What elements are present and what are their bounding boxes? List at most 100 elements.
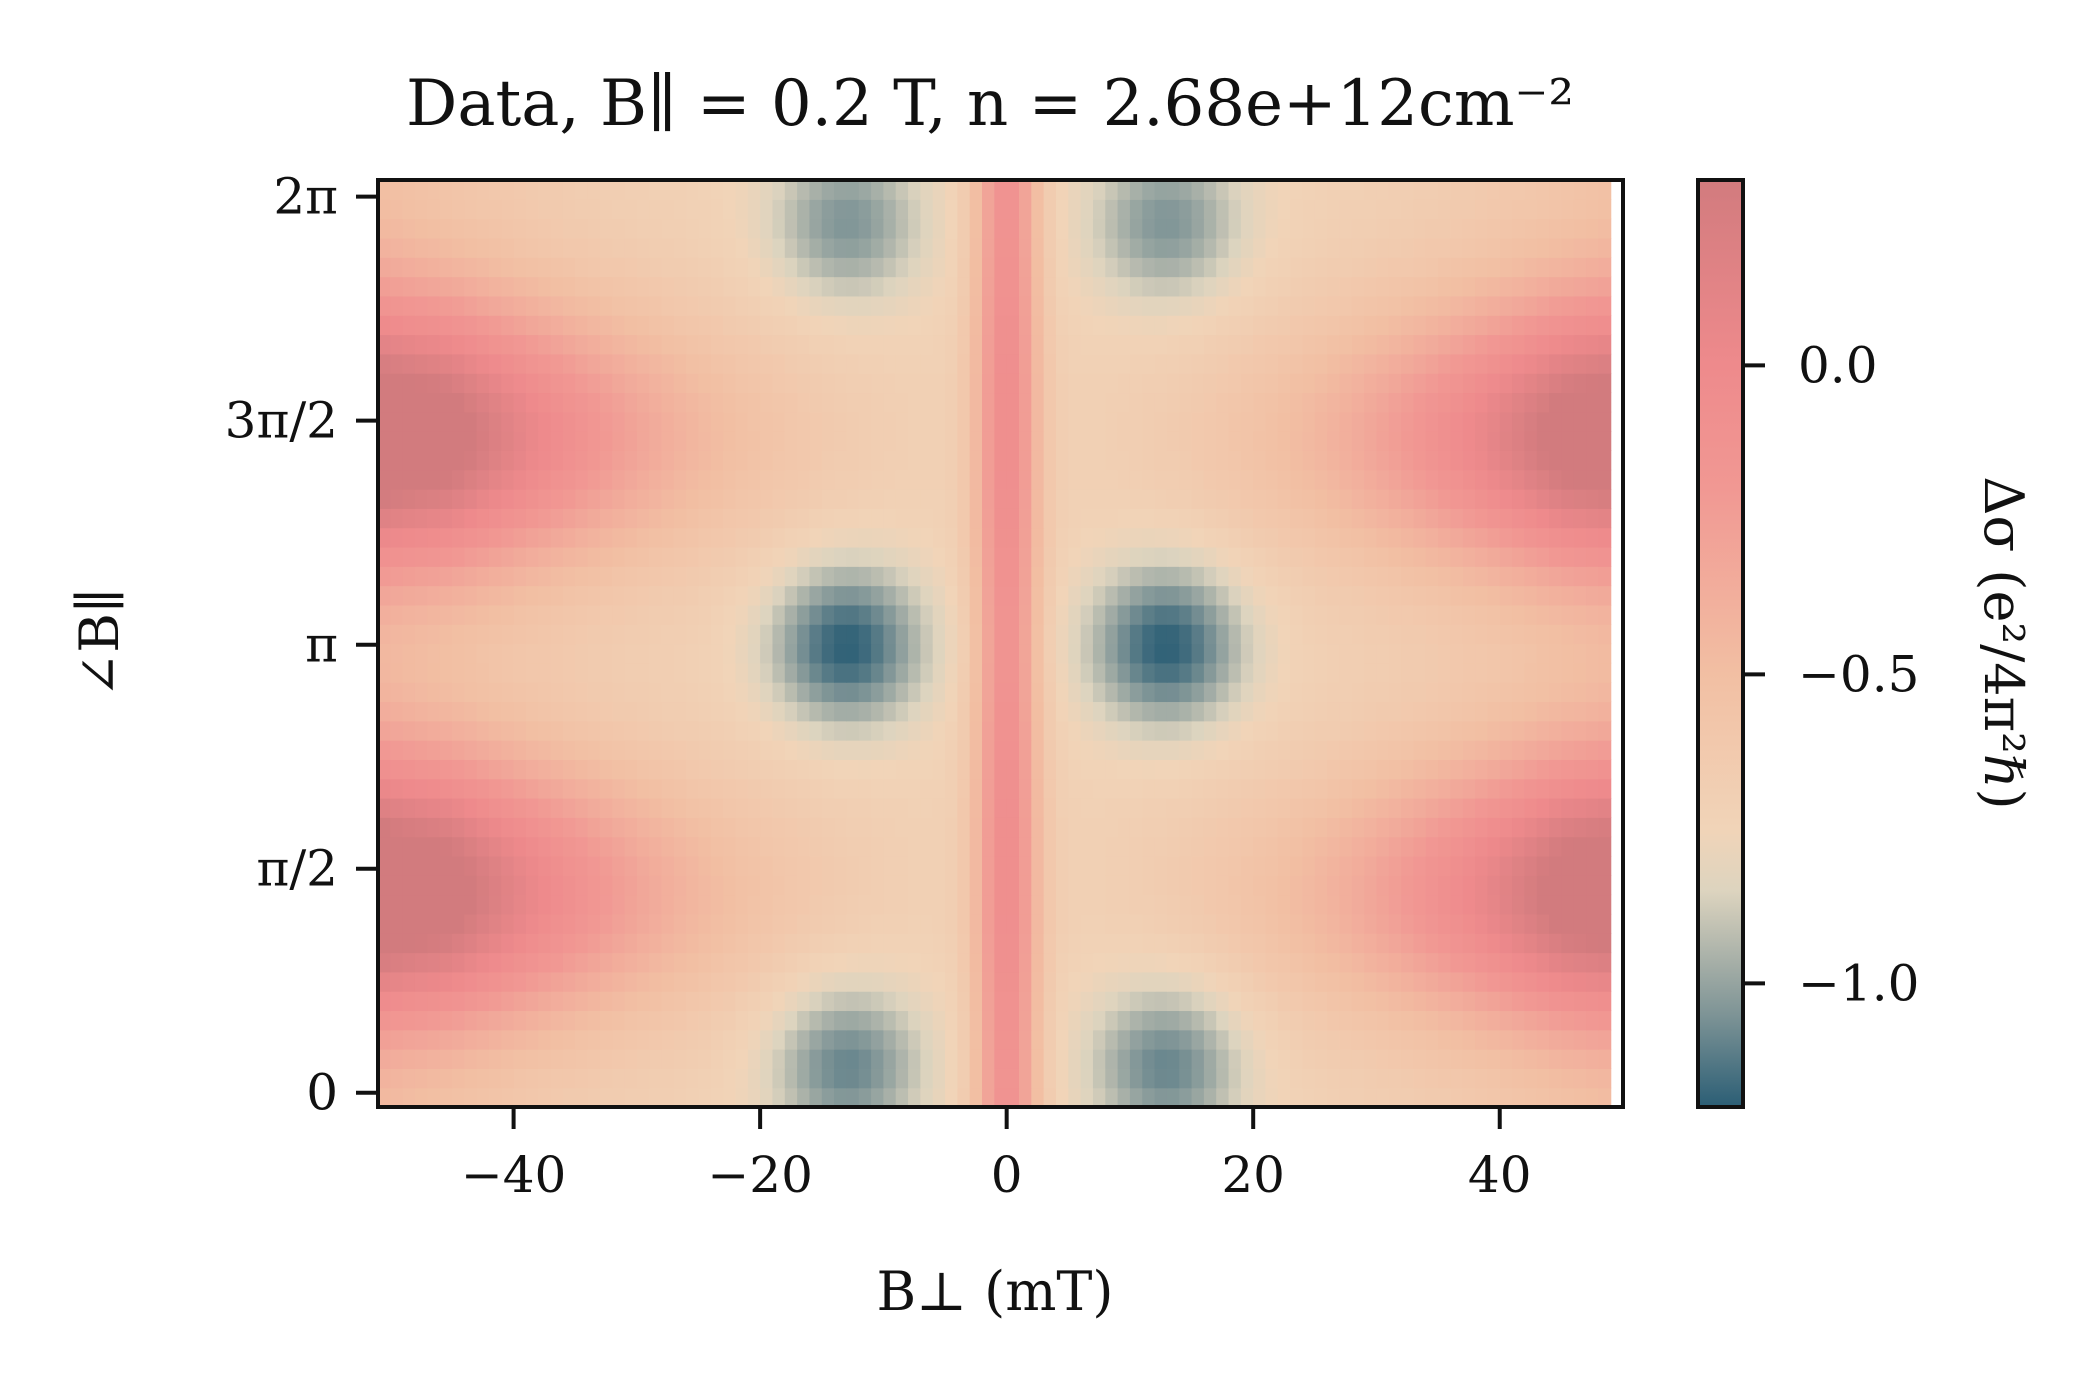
heatmap-cell [1043, 373, 1057, 394]
heatmap-cell [673, 798, 687, 818]
heatmap-cell [994, 682, 1008, 703]
heatmap-cell [1179, 527, 1193, 548]
heatmap-cell [1055, 894, 1069, 915]
heatmap-cell [476, 701, 490, 722]
heatmap-cell [784, 199, 798, 220]
heatmap-cell [1351, 411, 1365, 432]
heatmap-cell [994, 295, 1008, 316]
heatmap-cell [1487, 257, 1501, 278]
heatmap-cell [538, 817, 552, 838]
heatmap-cell [686, 295, 700, 316]
heatmap-cell [1068, 720, 1082, 741]
heatmap-cell [1536, 508, 1550, 529]
heatmap-cell [513, 431, 527, 451]
heatmap-cell [476, 662, 490, 683]
heatmap-cell [846, 180, 860, 200]
heatmap-cell [1240, 489, 1254, 509]
heatmap-cell [1524, 1029, 1538, 1050]
heatmap-cell [525, 334, 539, 355]
heatmap-cell [932, 450, 946, 471]
heatmap-cell [1043, 855, 1057, 876]
heatmap-cell [1561, 585, 1575, 606]
heatmap-cell [1351, 991, 1365, 1012]
heatmap-cell [1018, 836, 1032, 857]
heatmap-cell [747, 527, 761, 548]
heatmap-cell [1598, 334, 1612, 355]
heatmap-cell [1413, 392, 1427, 413]
heatmap-cell [476, 798, 490, 818]
heatmap-cell [1228, 894, 1242, 915]
heatmap-cell [1549, 353, 1562, 374]
heatmap-cell [624, 991, 638, 1012]
heatmap-cell [698, 817, 712, 838]
heatmap-cell [1573, 1049, 1587, 1069]
heatmap-cell [1105, 546, 1119, 567]
heatmap-cell [1376, 759, 1390, 780]
heatmap-cell [599, 276, 613, 297]
heatmap-cell [427, 682, 441, 703]
heatmap-cell [575, 431, 589, 451]
heatmap-cell [599, 933, 613, 954]
heatmap-cell [698, 701, 712, 722]
heatmap-cell [723, 392, 737, 413]
heatmap-cell [1290, 353, 1304, 374]
heatmap-cell [1327, 257, 1341, 278]
heatmap-cell [476, 508, 490, 529]
heatmap-cell [1524, 566, 1538, 587]
heatmap-cell [994, 971, 1008, 992]
heatmap-cell [1068, 643, 1082, 664]
heatmap-cell [1364, 546, 1378, 567]
heatmap-cell [1388, 836, 1402, 857]
heatmap-cell [710, 546, 724, 567]
heatmap-cell [747, 740, 761, 760]
heatmap-cell [1561, 1049, 1575, 1069]
heatmap-cell [612, 315, 626, 336]
heatmap-cell [464, 218, 478, 239]
heatmap-cell [1265, 952, 1279, 973]
heatmap-cell [1179, 836, 1193, 857]
heatmap-cell [1043, 218, 1057, 239]
heatmap-cell [932, 257, 946, 278]
heatmap-cell [1290, 276, 1304, 297]
heatmap-cell [1129, 952, 1143, 973]
heatmap-cell [1487, 778, 1501, 799]
heatmap-cell [747, 836, 761, 857]
heatmap-cell [1105, 952, 1119, 973]
heatmap-cell [1401, 701, 1415, 722]
heatmap-cell [1216, 604, 1230, 625]
heatmap-cell [1117, 199, 1131, 220]
heatmap-cell [686, 855, 700, 876]
heatmap-cell [858, 1049, 872, 1069]
heatmap-cell [1129, 469, 1143, 490]
heatmap-cell [525, 566, 539, 587]
heatmap-cell [723, 411, 737, 432]
heatmap-cell [439, 759, 453, 780]
heatmap-cell [1314, 720, 1328, 741]
heatmap-cell [538, 875, 552, 896]
heatmap-cell [821, 527, 835, 548]
colorbar-tick-label: 0.0 [1798, 336, 1878, 394]
heatmap-cell [1043, 199, 1057, 220]
heatmap-cell [908, 411, 921, 432]
heatmap-cell [1413, 411, 1427, 432]
heatmap-cell [1092, 276, 1106, 297]
heatmap-cell [439, 1029, 453, 1050]
heatmap-cell [390, 469, 404, 490]
heatmap-cell [735, 643, 749, 664]
heatmap-cell [1129, 411, 1143, 432]
heatmap-cell [1031, 295, 1045, 316]
heatmap-cell [439, 913, 453, 934]
heatmap-cell [1228, 431, 1242, 451]
x-axis-label: B⊥ (mT) [877, 1260, 1114, 1323]
heatmap-cell [1055, 527, 1069, 548]
heatmap-cell [378, 682, 391, 703]
heatmap-cell [1536, 469, 1550, 490]
heatmap-cell [1240, 566, 1254, 587]
heatmap-cell [1018, 527, 1032, 548]
heatmap-cell [661, 855, 675, 876]
heatmap-cell [1549, 392, 1562, 413]
heatmap-cell [1191, 334, 1205, 355]
heatmap-cell [1376, 353, 1390, 374]
heatmap-cell [1166, 682, 1180, 703]
heatmap-cell [599, 604, 613, 625]
